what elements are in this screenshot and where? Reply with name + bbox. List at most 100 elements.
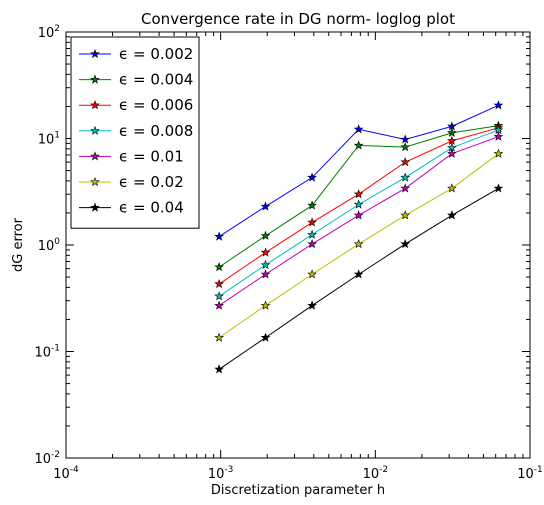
legend-label: ϵ = 0.006 (119, 96, 193, 114)
legend-marker (90, 125, 100, 135)
data-point (400, 172, 411, 182)
data-point (400, 142, 411, 152)
legend-label: ϵ = 0.04 (119, 199, 184, 217)
legend-marker (90, 74, 100, 84)
legend-label: ϵ = 0.02 (119, 173, 184, 191)
data-point (493, 100, 504, 110)
series-3 (214, 122, 504, 289)
data-point (447, 127, 457, 137)
data-point (447, 210, 457, 220)
data-point (307, 300, 317, 310)
x-tick-label: 10-1 (517, 465, 543, 482)
y-tick-label-base: 10 (38, 239, 55, 254)
data-point (307, 229, 317, 239)
legend-label: ϵ = 0.002 (119, 45, 193, 63)
data-point (447, 148, 457, 158)
data-point (260, 269, 271, 279)
legend: ϵ = 0.002 ϵ = 0.004 ϵ = 0.006 ϵ = 0.008 ϵ = … (70, 36, 200, 229)
data-point (214, 332, 224, 342)
y-tick-label-base: 10 (38, 133, 55, 148)
x-tick-label-exponent: -2 (379, 465, 388, 475)
legend-box (70, 36, 200, 229)
legend-label: ϵ = 0.004 (119, 71, 193, 89)
y-tick-label-exponent: -1 (51, 344, 60, 354)
data-point (400, 134, 411, 144)
legend-entry: ϵ = 0.02 (79, 173, 184, 191)
y-tick-label: 10-2 (34, 450, 60, 467)
data-point (447, 183, 457, 193)
data-point (353, 199, 364, 209)
data-point (214, 364, 224, 374)
legend-label: ϵ = 0.01 (119, 147, 184, 165)
x-tick-label-base: 10 (517, 467, 534, 482)
y-tick-label: 100 (38, 237, 61, 254)
data-point (214, 291, 224, 301)
data-point (400, 239, 411, 249)
series-1 (214, 100, 504, 241)
y-tick-label-base: 10 (38, 26, 55, 41)
x-tick-label-base: 10 (363, 467, 380, 482)
series-5 (214, 131, 504, 310)
data-point (260, 300, 271, 310)
y-axis-label: dG error (11, 217, 26, 272)
series-line (218, 136, 499, 306)
data-point (214, 278, 224, 289)
y-tick-label-base: 10 (34, 452, 51, 467)
y-tick-label-exponent: 0 (54, 237, 60, 247)
y-tick-label-base: 10 (34, 346, 51, 361)
legend-entry: ϵ = 0.006 (79, 96, 193, 114)
plot-area-frame (65, 31, 531, 459)
data-point (353, 210, 364, 220)
legend-entry: ϵ = 0.004 (79, 71, 193, 89)
series-4 (214, 125, 504, 301)
data-point (260, 230, 271, 240)
data-point (214, 300, 224, 310)
data-point (493, 131, 504, 141)
data-point (260, 247, 271, 257)
data-point (307, 239, 317, 249)
data-point (214, 262, 224, 272)
y-tick-label-exponent: 1 (54, 131, 60, 141)
data-point (353, 124, 364, 134)
data-point (353, 140, 364, 150)
x-tick-label-exponent: -1 (534, 465, 543, 475)
data-point (400, 210, 411, 220)
x-tick-label-exponent: -4 (70, 465, 79, 475)
legend-entry: ϵ = 0.01 (79, 147, 184, 165)
y-tick-label-exponent: -2 (51, 450, 60, 460)
data-point (353, 239, 364, 249)
x-tick-label: 10-2 (363, 465, 389, 482)
data-point (307, 217, 317, 227)
legend-entry: ϵ = 0.008 (79, 122, 193, 140)
legend-label: ϵ = 0.008 (119, 122, 193, 140)
y-tick-label-exponent: 2 (54, 24, 60, 34)
data-point (493, 183, 504, 193)
legend-entry: ϵ = 0.04 (79, 199, 184, 217)
data-point (307, 200, 317, 210)
data-point (260, 259, 271, 270)
data-point (307, 172, 317, 182)
y-tick-label: 102 (38, 24, 60, 41)
legend-marker (90, 100, 100, 110)
data-point (353, 269, 364, 279)
x-tick-label-base: 10 (208, 467, 225, 482)
legend-marker (90, 176, 100, 187)
series-6 (214, 148, 504, 342)
data-point (353, 189, 364, 199)
data-point (493, 148, 504, 158)
x-tick-label-base: 10 (53, 467, 70, 482)
legend-marker (90, 151, 100, 161)
y-tick-label: 101 (38, 131, 60, 148)
x-tick-label-exponent: -3 (224, 465, 233, 475)
legend-marker (90, 202, 100, 212)
x-tick-label: 10-3 (208, 465, 234, 482)
data-point (400, 157, 411, 167)
data-point (260, 201, 271, 211)
legend-marker (90, 48, 100, 59)
series-layer (214, 100, 504, 374)
data-point (214, 231, 224, 241)
data-point (307, 269, 317, 279)
